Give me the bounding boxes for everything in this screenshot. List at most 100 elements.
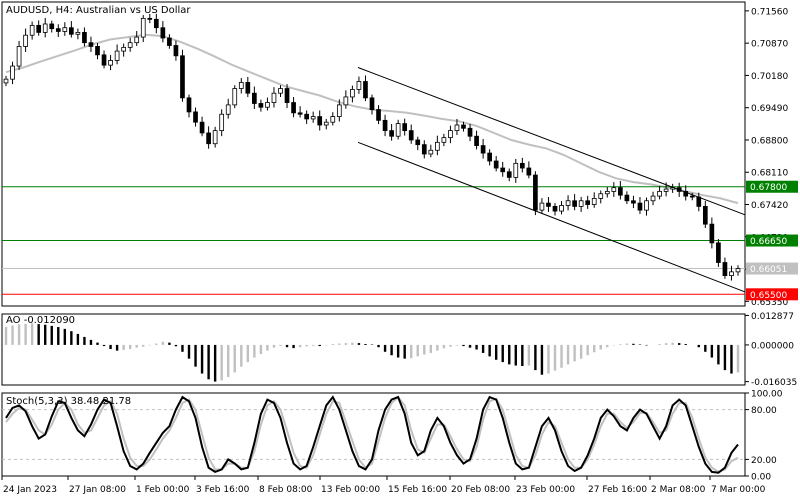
candle-body <box>448 130 453 139</box>
level-label: 0.66051 <box>750 265 787 275</box>
candle-body <box>153 18 159 29</box>
level-label: 0.67800 <box>750 183 787 193</box>
candle-body <box>3 78 9 84</box>
candle-body <box>69 27 74 35</box>
candle-body <box>36 24 42 33</box>
candle-body <box>173 45 179 57</box>
candle-body <box>291 102 296 114</box>
stoch-y-tick-label: 20.00 <box>751 456 777 466</box>
candle-body <box>225 104 231 115</box>
y-tick-label: 0.70870 <box>751 40 788 50</box>
candle-body <box>336 104 342 117</box>
candle-body <box>278 88 283 94</box>
candle-body <box>55 28 61 32</box>
candle-body <box>676 187 682 192</box>
candle-body <box>330 116 336 123</box>
candle-body <box>258 103 264 108</box>
candle-body <box>428 149 434 155</box>
ao-y-tick-label: 0.000000 <box>751 341 794 351</box>
level-label: 0.66650 <box>750 237 787 247</box>
candle-body <box>127 42 133 48</box>
candle-body <box>441 137 447 143</box>
candle-body <box>604 191 610 195</box>
candle-body <box>356 81 362 90</box>
stoch-main-line <box>5 395 739 474</box>
candle-body <box>199 121 205 134</box>
candle-body <box>252 92 257 104</box>
candle-body <box>284 88 290 103</box>
candle-body <box>689 195 695 198</box>
candle-body <box>421 144 427 155</box>
candle-body <box>140 17 146 38</box>
candle-body <box>317 116 323 126</box>
candle-body <box>271 92 277 103</box>
candle-body <box>480 145 486 154</box>
candle-body <box>23 34 28 47</box>
candle-body <box>696 196 702 207</box>
candle-body <box>552 205 558 212</box>
candle-body <box>232 88 238 106</box>
candle-body <box>160 27 166 39</box>
candle-body <box>435 141 440 151</box>
candle-body <box>265 102 270 108</box>
ao-header: AO -0.012090 <box>6 315 75 326</box>
x-tick-label: 3 Feb 16:00 <box>196 485 250 495</box>
candle-body <box>49 23 55 30</box>
candle-body <box>644 200 649 211</box>
stoch-panel-frame <box>1 392 746 477</box>
stoch-header: Stoch(5,3,3) 38.48 21.78 <box>6 396 131 407</box>
x-tick-label: 24 Jan 2023 <box>3 485 57 495</box>
candle-body <box>683 191 689 197</box>
candle-body <box>474 135 479 146</box>
candle-body <box>454 124 460 132</box>
stoch-y-tick-label: 0.00 <box>751 473 771 483</box>
y-tick-label: 0.65350 <box>751 298 788 308</box>
candle-body <box>729 271 734 276</box>
candle-body <box>565 200 571 206</box>
x-tick-label: 13 Feb 00:00 <box>321 485 380 495</box>
candle-body <box>526 167 532 176</box>
y-tick-label: 0.67420 <box>751 201 788 211</box>
candle-body <box>363 81 368 99</box>
y-tick-label: 0.71560 <box>751 7 788 17</box>
candle-body <box>323 121 329 126</box>
candle-body <box>343 96 349 106</box>
x-tick-label: 1 Feb 00:00 <box>136 485 190 495</box>
candle-body <box>82 32 87 44</box>
candle-body <box>350 89 355 98</box>
candle-body <box>572 200 577 207</box>
ao-panel-frame <box>1 313 746 386</box>
candle-body <box>121 46 126 52</box>
candle-body <box>578 200 584 207</box>
candle-body <box>722 262 728 276</box>
level-label-box <box>746 180 798 193</box>
candle-body <box>539 202 545 211</box>
x-tick-label: 15 Feb 16:00 <box>388 485 447 495</box>
candle-body <box>310 116 316 120</box>
candle-body <box>735 268 741 273</box>
x-tick-label: 2 Mar 08:00 <box>651 485 706 495</box>
candle-body <box>219 113 225 132</box>
candle-body <box>395 123 401 137</box>
candle-body <box>591 198 597 205</box>
candle-body <box>180 55 185 99</box>
candle-body <box>493 160 499 169</box>
candle-body <box>389 130 394 137</box>
candle-body <box>206 132 211 145</box>
candle-body <box>108 60 113 66</box>
candle-body <box>631 200 636 204</box>
candle-body <box>245 82 251 94</box>
candle-body <box>16 46 22 67</box>
candle-body <box>238 82 244 89</box>
x-tick-label: 20 Feb 08:00 <box>451 485 510 495</box>
candle-body <box>101 54 107 66</box>
ao-y-tick-label: -0.016035 <box>751 378 797 388</box>
candle-body <box>42 23 48 33</box>
candle-body <box>75 32 81 35</box>
candle-body <box>624 194 630 202</box>
candle-body <box>167 37 172 46</box>
candle-body <box>559 205 564 212</box>
stoch-y-tick-label: 80.00 <box>751 406 777 416</box>
candle-body <box>95 46 100 56</box>
candle-body <box>467 127 473 137</box>
